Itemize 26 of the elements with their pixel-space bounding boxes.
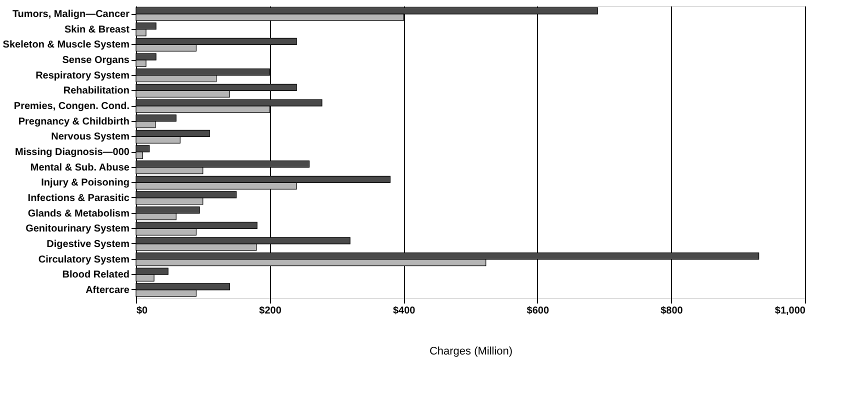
y-tick-label: Missing Diagnosis—000 [15,147,130,158]
y-tick-label: Blood Related [62,270,130,281]
y-tick-label: Mental & Sub. Abuse [30,162,130,174]
y-tick-label: Aftercare [86,284,130,296]
x-axis-title: Charges (Million) [429,346,513,358]
y-tick-label: Respiratory System [36,70,130,82]
y-tick-label: Tumors, Malign—Cancer [12,9,130,20]
y-tick-label: Pregnancy & Childbirth [18,116,130,128]
y-tick-label: Genitourinary System [26,224,130,235]
x-tick-label: $400 [392,306,416,316]
x-tick-label: $1,000 [774,306,806,316]
y-tick-label: Skin & Breast [64,24,130,36]
x-tick-label: $800 [660,306,684,316]
y-tick-label: Glands & Metabolism [28,208,130,220]
y-tick-label: Injury & Poisoning [41,178,130,189]
y-tick-label: Digestive System [46,238,130,250]
y-tick-label: Circulatory System [38,254,130,266]
y-tick-label: Nervous System [51,132,130,143]
y-tick-label: Infections & Parasitic [28,192,130,204]
x-tick-label: $600 [526,306,550,316]
y-tick-label: Premies, Congen. Cond. [14,101,130,112]
x-tick-label: $0 [136,306,148,316]
y-tick-label: Sense Organs [62,55,130,66]
y-tick-label: Rehabilitation [63,86,130,97]
y-tick-label: Skeleton & Muscle System [2,40,130,51]
x-tick-label: $200 [259,306,282,316]
